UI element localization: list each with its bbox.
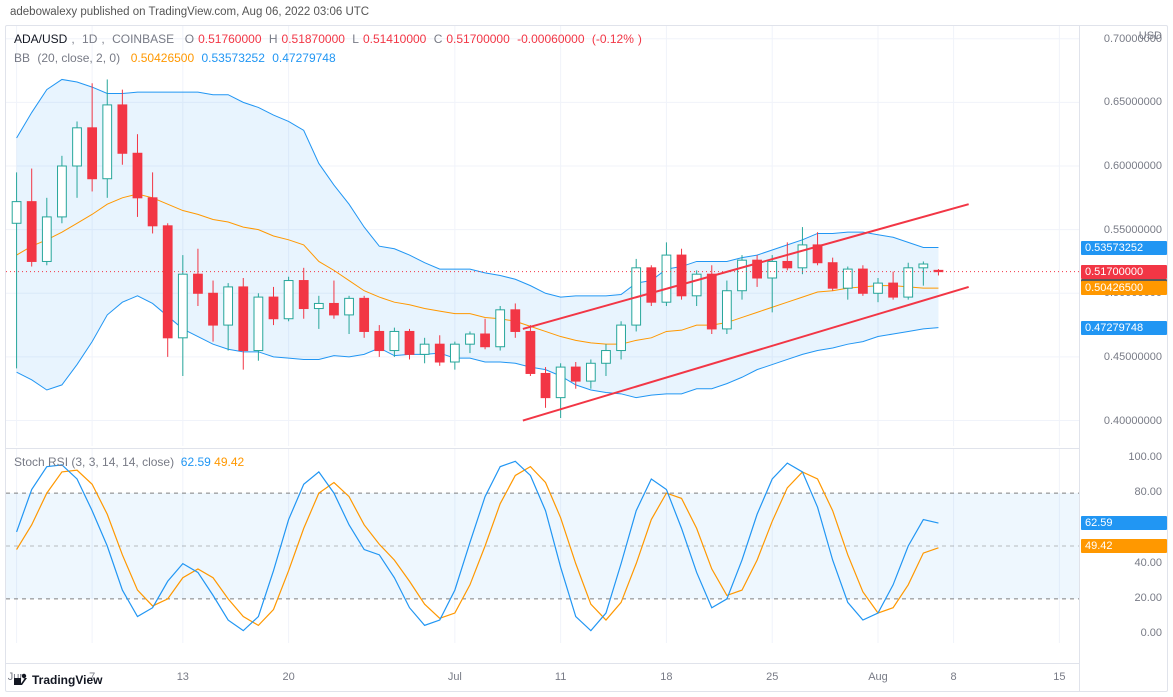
y-tick: 0.65000000 (1104, 96, 1162, 108)
bb-mid-val: 0.50426500 (131, 51, 194, 65)
rsi-y-tick: 20.00 (1134, 592, 1162, 604)
ohlc-close: 0.51700000 (446, 32, 509, 46)
main-legend: ADA/USD, 1D, COINBASE O0.51760000 H0.518… (14, 30, 646, 68)
x-tick: 11 (555, 671, 566, 683)
price-tag: 0.53573252 (1081, 241, 1167, 255)
price-tag: 0.50426500 (1081, 281, 1167, 295)
ohlc-high: 0.51870000 (282, 32, 345, 46)
ohlc-chg: -0.00060000 (517, 32, 584, 46)
rsi-d-val: 49.42 (214, 455, 244, 469)
x-tick: 18 (660, 671, 672, 683)
rsi-params: (3, 3, 14, 14, close) (71, 455, 174, 469)
rsi-k-val: 62.59 (181, 455, 211, 469)
x-tick: Aug (868, 671, 888, 683)
y-tick: 0.70000000 (1104, 33, 1162, 45)
y-tick: 0.45000000 (1104, 351, 1162, 363)
exchange-label: COINBASE (112, 32, 174, 46)
bb-name: BB (14, 51, 30, 65)
main-chart-svg[interactable] (6, 26, 1079, 446)
rsi-pane[interactable]: Stoch RSI (3, 3, 14, 14, close) 62.59 49… (6, 448, 1079, 643)
publish-info: adebowalexy published on TradingView.com… (10, 6, 369, 18)
x-tick: 25 (766, 671, 778, 683)
rsi-y-tick: 80.00 (1134, 486, 1162, 498)
x-tick: 13 (177, 671, 189, 683)
x-tick: Jul (448, 671, 462, 683)
chart-container: ADA/USD, 1D, COINBASE O0.51760000 H0.518… (5, 25, 1168, 692)
price-tag: 0.51700000 (1081, 265, 1167, 279)
rsi-y-tick: 100.00 (1128, 451, 1162, 463)
rsi-tag: 62.59 (1081, 516, 1167, 530)
bb-params: (20, close, 2, 0) (37, 51, 120, 65)
rsi-name: Stoch RSI (14, 455, 68, 469)
rsi-tag: 49.42 (1081, 539, 1167, 553)
rsi-chart-svg[interactable] (6, 449, 1079, 643)
interval-label: 1D (82, 32, 97, 46)
y-tick: 0.40000000 (1104, 415, 1162, 427)
rsi-y-tick: 40.00 (1134, 557, 1162, 569)
ohlc-open: 0.51760000 (198, 32, 261, 46)
rsi-legend: Stoch RSI (3, 3, 14, 14, close) 62.59 49… (14, 453, 244, 472)
x-tick: 8 (951, 671, 957, 683)
y-tick: 0.60000000 (1104, 160, 1162, 172)
rsi-y-tick: 0.00 (1141, 627, 1162, 639)
price-tag: 0.47279748 (1081, 321, 1167, 335)
main-price-pane[interactable]: ADA/USD, 1D, COINBASE O0.51760000 H0.518… (6, 26, 1079, 446)
bb-up-val: 0.53573252 (202, 51, 265, 65)
ticker-label: ADA/USD (14, 32, 67, 46)
x-tick: 15 (1053, 671, 1065, 683)
price-axis[interactable]: USD 0.400000000.450000000.500000000.5500… (1079, 26, 1167, 691)
x-tick: 20 (282, 671, 294, 683)
y-tick: 0.55000000 (1104, 224, 1162, 236)
tradingview-logo[interactable]: TradingView (14, 673, 102, 687)
ohlc-low: 0.51410000 (363, 32, 426, 46)
bb-lo-val: 0.47279748 (272, 51, 335, 65)
time-axis[interactable]: Jun71320Jul111825Aug815 (6, 663, 1079, 691)
